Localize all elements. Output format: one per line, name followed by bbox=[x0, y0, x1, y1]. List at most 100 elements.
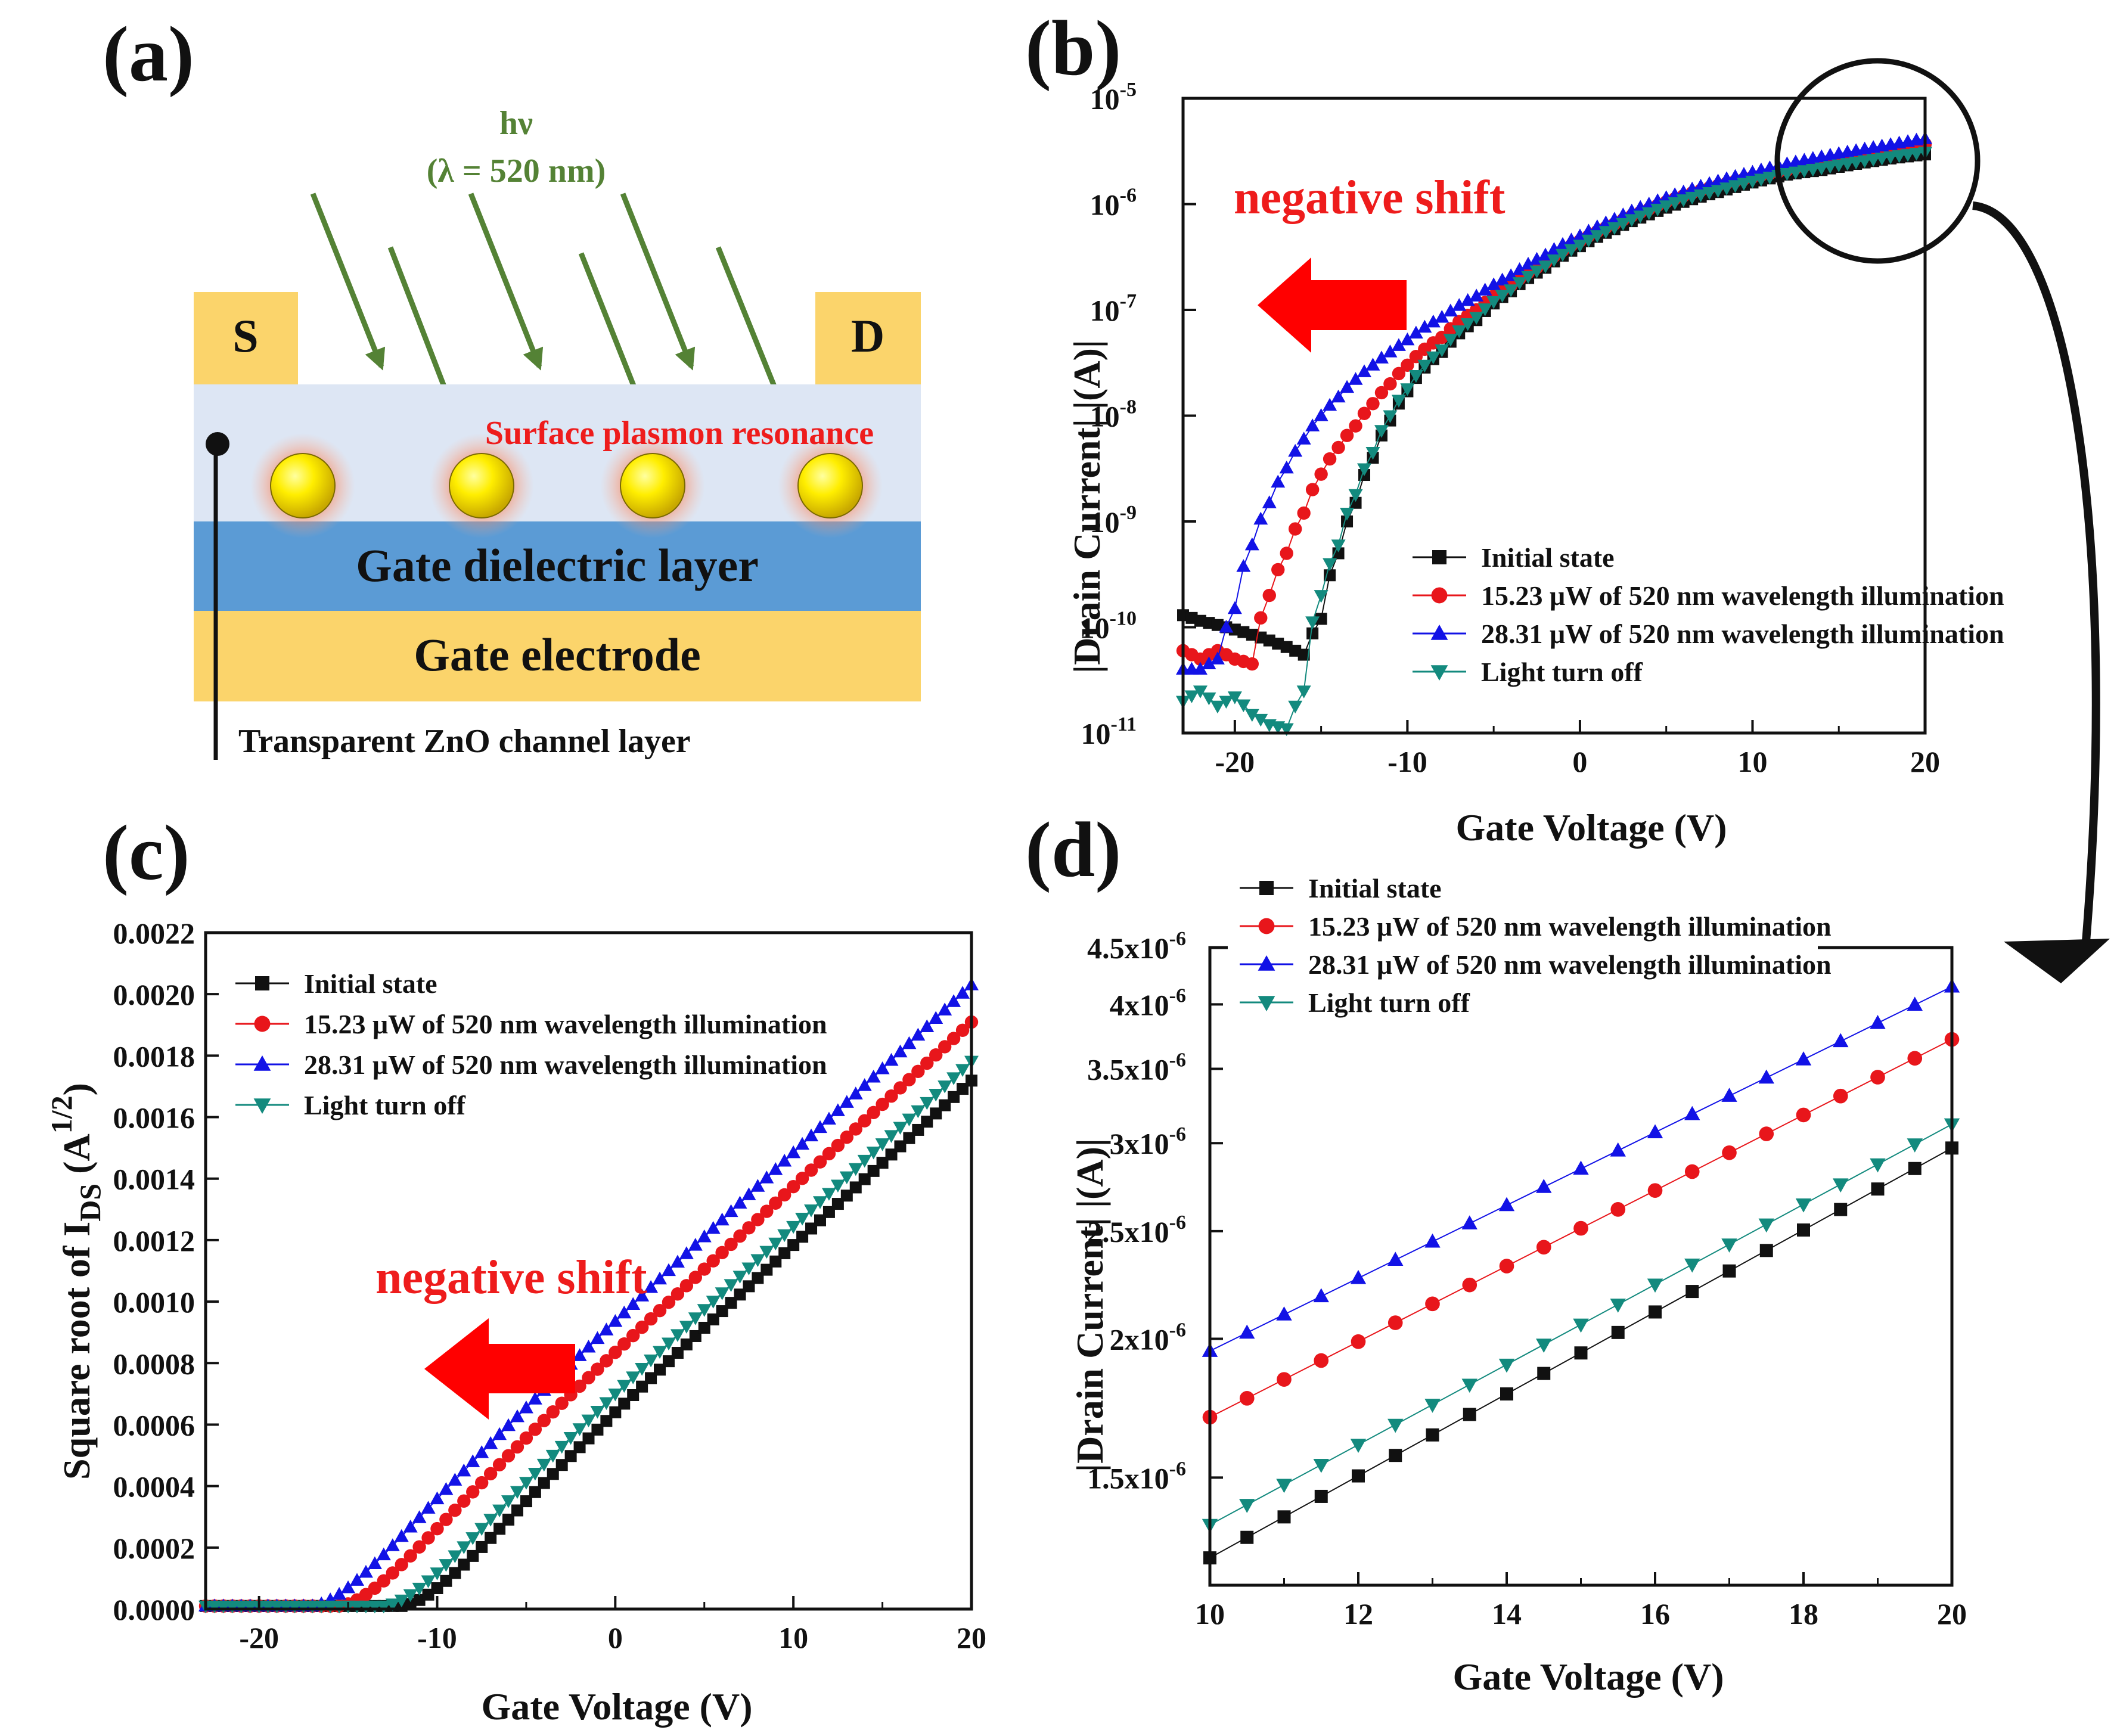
data-point bbox=[679, 1279, 694, 1293]
data-point bbox=[1702, 187, 1717, 200]
chart-b: -20 -10 0 10 20 10-11 10-10 10-9 10-8 10-7 10-6 10-… bbox=[1080, 79, 2004, 778]
data-point bbox=[1374, 350, 1389, 364]
data-point bbox=[1572, 240, 1587, 253]
data-point bbox=[1814, 162, 1829, 176]
data-point bbox=[519, 1477, 533, 1490]
data-point bbox=[501, 1495, 516, 1508]
data-point bbox=[1498, 1197, 1515, 1212]
gold-nanoparticle bbox=[449, 453, 514, 518]
chart-c-xlabel: Gate Voltage (V) bbox=[481, 1685, 752, 1728]
data-point bbox=[563, 1432, 578, 1445]
data-point bbox=[697, 1304, 712, 1317]
data-point bbox=[893, 1044, 908, 1058]
data-point bbox=[608, 1389, 623, 1402]
data-point bbox=[1352, 1469, 1365, 1483]
data-point bbox=[430, 1491, 445, 1505]
data-point bbox=[644, 1312, 658, 1326]
y-tick-label: 10-10 bbox=[1080, 608, 1137, 645]
data-point bbox=[822, 1147, 836, 1161]
data-point bbox=[545, 1449, 560, 1463]
data-point bbox=[670, 1254, 685, 1268]
data-point bbox=[430, 1567, 445, 1580]
data-point bbox=[938, 1040, 952, 1054]
data-point bbox=[1435, 310, 1449, 323]
chart-c-shift-arrow bbox=[424, 1318, 575, 1420]
data-point bbox=[421, 1575, 436, 1589]
drain-electrode bbox=[815, 292, 921, 384]
data-point bbox=[1331, 389, 1346, 403]
data-point bbox=[457, 1541, 471, 1554]
x-tick-label: 0 bbox=[608, 1621, 623, 1654]
x-tick-label: 10 bbox=[1737, 745, 1767, 778]
data-point bbox=[1340, 507, 1355, 521]
data-point bbox=[821, 1188, 836, 1201]
data-point bbox=[1306, 627, 1319, 639]
data-point bbox=[1711, 185, 1725, 198]
data-point bbox=[626, 1297, 641, 1310]
data-point bbox=[1857, 155, 1872, 169]
data-point bbox=[501, 1449, 516, 1462]
y-tick-label: 3.5x10-6 bbox=[1087, 1049, 1186, 1086]
x-tick-label: 12 bbox=[1343, 1597, 1373, 1631]
data-point bbox=[394, 1529, 409, 1542]
data-point bbox=[474, 1476, 489, 1490]
data-point bbox=[377, 1574, 391, 1588]
x-tick-label: 20 bbox=[1910, 745, 1940, 778]
data-point bbox=[1460, 293, 1475, 306]
data-point bbox=[661, 1263, 676, 1277]
data-point bbox=[893, 1122, 908, 1135]
data-point bbox=[457, 1494, 471, 1508]
data-point bbox=[1400, 383, 1415, 396]
data-point bbox=[1469, 312, 1484, 325]
data-point bbox=[1357, 463, 1372, 477]
data-point bbox=[1840, 158, 1855, 171]
data-point bbox=[1870, 1158, 1886, 1173]
data-point bbox=[519, 1431, 533, 1445]
data-point bbox=[1871, 1182, 1885, 1196]
data-point bbox=[759, 1170, 774, 1184]
data-point bbox=[1184, 690, 1199, 703]
data-point bbox=[724, 1204, 738, 1218]
data-point bbox=[653, 1271, 668, 1285]
data-point bbox=[547, 1468, 559, 1480]
series-3 bbox=[1176, 147, 1932, 737]
data-point bbox=[1610, 1202, 1626, 1217]
data-point bbox=[955, 986, 970, 999]
data-point bbox=[1495, 272, 1510, 286]
data-point bbox=[893, 1081, 907, 1095]
data-point bbox=[1719, 182, 1734, 195]
data-point bbox=[1641, 207, 1656, 221]
data-point bbox=[955, 1064, 970, 1077]
data-point bbox=[911, 1064, 925, 1079]
data-point bbox=[635, 1363, 650, 1376]
data-point bbox=[1512, 277, 1527, 290]
data-point bbox=[403, 1519, 418, 1533]
data-point bbox=[1280, 546, 1293, 560]
data-point bbox=[1870, 1070, 1885, 1085]
data-point bbox=[492, 1458, 507, 1471]
data-point bbox=[1907, 996, 1923, 1011]
data-point bbox=[1611, 1325, 1625, 1339]
data-point bbox=[1349, 419, 1362, 433]
data-point bbox=[1834, 1203, 1848, 1216]
data-point bbox=[1296, 431, 1311, 445]
wavelength-label: (λ = 520 nm) bbox=[427, 153, 606, 190]
data-point bbox=[662, 1295, 676, 1309]
data-point bbox=[955, 1023, 970, 1038]
data-point bbox=[1486, 296, 1501, 309]
data-point bbox=[679, 1246, 694, 1259]
series-3 bbox=[1202, 1118, 1960, 1533]
data-point bbox=[617, 1380, 632, 1393]
data-point bbox=[1277, 1372, 1292, 1387]
data-point bbox=[1574, 1346, 1588, 1360]
data-point bbox=[1649, 1305, 1662, 1319]
data-point bbox=[929, 1011, 943, 1024]
data-point bbox=[1331, 440, 1345, 455]
data-point bbox=[1537, 1367, 1551, 1380]
data-point bbox=[1297, 506, 1311, 520]
data-point bbox=[590, 1405, 605, 1419]
legend-label: 28.31 μW of 520 nm wavelength illuminati… bbox=[1481, 619, 2004, 649]
data-point bbox=[840, 1131, 854, 1144]
zoom-connector bbox=[1972, 201, 2100, 942]
data-point bbox=[732, 1195, 747, 1209]
